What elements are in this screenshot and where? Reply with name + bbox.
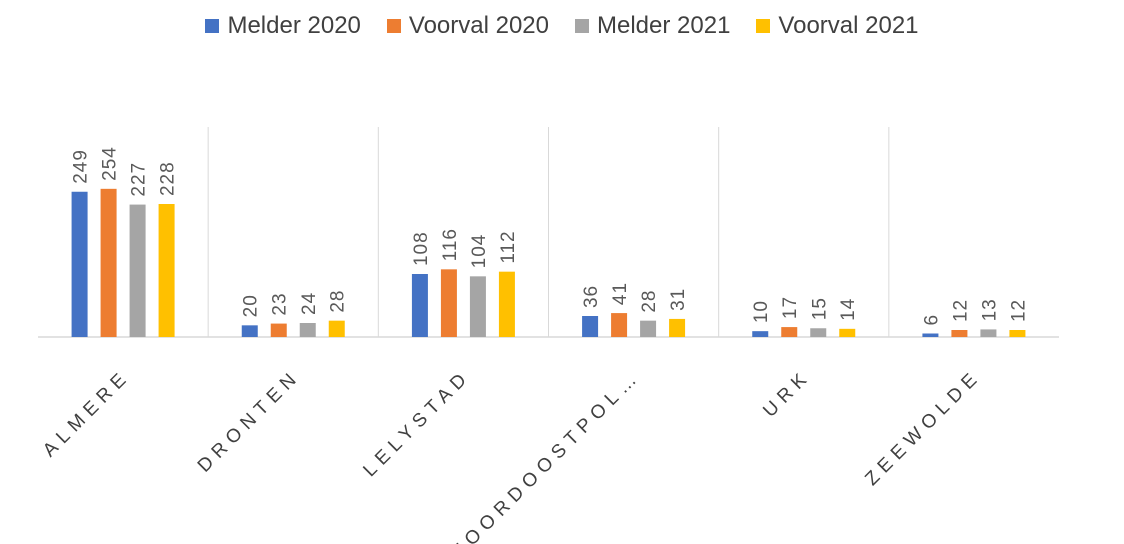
legend-label-voorval-2021: Voorval 2021 (778, 12, 919, 39)
bar-lelystad-melder-2021 (469, 276, 486, 337)
data-label: 228 (158, 161, 179, 196)
bar-urk-melder-2021 (810, 328, 827, 337)
legend-label-melder-2020: Melder 2020 (227, 12, 361, 39)
data-label: 249 (71, 149, 92, 184)
bar-noordoostpol-melder-2021 (640, 320, 657, 337)
bar-zeewolde-melder-2021 (980, 329, 997, 337)
category-label-zeewolde: ZEEWOLDE (861, 366, 985, 490)
chart-bars (71, 188, 1026, 337)
data-label: 28 (639, 290, 660, 313)
legend-item-voorval-2021: Voorval 2021 (756, 12, 919, 40)
bar-dronten-voorval-2021 (328, 320, 345, 337)
data-label: 108 (411, 231, 432, 266)
data-label: 116 (440, 228, 461, 261)
data-label: 36 (581, 285, 602, 308)
data-label: 12 (950, 299, 971, 322)
data-label: 112 (498, 230, 519, 263)
bar-noordoostpol-voorval-2020 (611, 313, 628, 337)
data-label: 14 (838, 298, 859, 321)
legend-swatch-voorval-2020 (386, 19, 401, 33)
category-label-dronten: DRONTEN (194, 366, 305, 477)
category-label-almere: ALMERE (39, 366, 135, 462)
bar-urk-melder-2020 (752, 331, 769, 337)
data-label: 10 (751, 300, 772, 323)
data-label: 23 (270, 292, 291, 315)
bar-dronten-melder-2020 (241, 325, 258, 337)
bar-lelystad-voorval-2020 (440, 269, 457, 337)
legend: Melder 2020 Voorval 2020 Melder 2021 Voo… (0, 12, 1124, 40)
bar-zeewolde-voorval-2020 (951, 330, 968, 337)
legend-swatch-melder-2020 (205, 19, 220, 33)
bar-zeewolde-voorval-2021 (1009, 330, 1026, 337)
data-label: 13 (979, 298, 1000, 321)
data-label: 6 (921, 314, 942, 326)
data-label: 17 (780, 296, 801, 319)
bar-lelystad-melder-2020 (411, 274, 428, 337)
category-label-lelystad: LELYSTAD (359, 366, 475, 482)
chart-grid (38, 127, 1059, 338)
chart-data-labels: 249 254 227 228 20 23 24 28 108 116 104 112 36 41 28 31… (71, 146, 1030, 325)
legend-label-voorval-2020: Voorval 2020 (408, 12, 549, 39)
legend-item-melder-2021: Melder 2021 (575, 12, 730, 40)
bar-lelystad-voorval-2021 (498, 271, 515, 337)
bar-urk-voorval-2020 (781, 327, 798, 337)
data-label: 41 (610, 282, 631, 305)
category-label-noordoostpol: NOORDOOSTPOL… (447, 366, 645, 544)
bar-zeewolde-melder-2020 (922, 333, 939, 337)
data-label: 104 (469, 234, 490, 269)
bar-urk-voorval-2021 (839, 328, 856, 337)
data-label: 24 (299, 292, 320, 315)
legend-item-melder-2020: Melder 2020 (205, 12, 361, 40)
bar-dronten-voorval-2020 (270, 323, 287, 337)
data-label: 15 (809, 297, 830, 320)
bar-almere-voorval-2020 (100, 188, 117, 337)
bar-almere-melder-2021 (129, 204, 146, 337)
bar-noordoostpol-voorval-2021 (669, 318, 686, 337)
bar-almere-melder-2020 (71, 191, 88, 337)
legend-label-melder-2021: Melder 2021 (597, 12, 731, 39)
data-label: 28 (328, 290, 349, 313)
data-label: 254 (100, 146, 121, 181)
data-label: 31 (668, 288, 689, 311)
data-label: 20 (241, 294, 262, 317)
bar-noordoostpol-melder-2020 (582, 316, 599, 337)
legend-swatch-melder-2021 (575, 19, 589, 33)
bar-almere-voorval-2021 (158, 204, 175, 337)
legend-swatch-voorval-2021 (756, 19, 771, 33)
bar-dronten-melder-2021 (299, 323, 316, 337)
data-label: 227 (129, 162, 150, 197)
data-label: 12 (1008, 299, 1029, 322)
category-label-urk: URK (759, 366, 815, 422)
legend-item-voorval-2020: Voorval 2020 (386, 12, 549, 40)
